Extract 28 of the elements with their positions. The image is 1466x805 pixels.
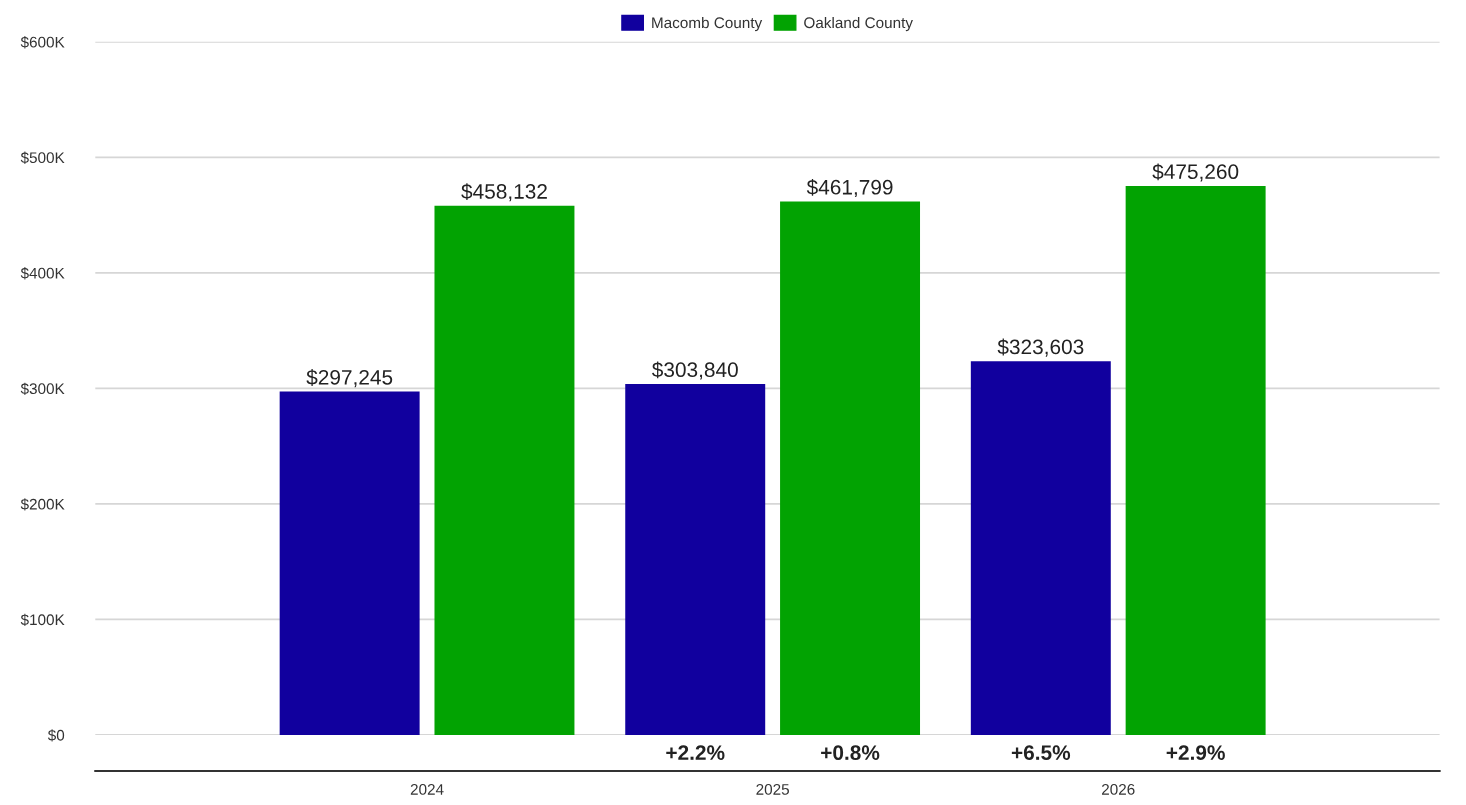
y-tick-label: $200K <box>20 498 65 511</box>
legend-label: Macomb County <box>652 16 763 32</box>
data-label: $303,840 <box>652 361 738 380</box>
y-tick-label: $0 <box>47 729 65 742</box>
bar <box>1125 185 1266 735</box>
bar <box>780 201 921 735</box>
text: +2.9% <box>1166 745 1225 760</box>
y-tick-label: $300K <box>20 382 65 396</box>
text: +0.8% <box>821 745 880 760</box>
x-tick-label: 2024 <box>410 783 444 795</box>
bar <box>279 391 420 735</box>
data-label: $297,245 <box>306 369 393 388</box>
text: +2.2% <box>666 745 725 760</box>
x-tick-label: 2026 <box>1102 783 1135 795</box>
y-tick-label: $400K <box>20 267 65 280</box>
legend-label: Oakland County <box>804 16 913 32</box>
bar <box>625 383 766 735</box>
y-tick-label: $500K <box>20 151 65 164</box>
y-tick-label: $100K <box>20 613 65 627</box>
bar <box>970 361 1111 735</box>
y-tick-label: $600K <box>20 36 65 49</box>
data-label: $475,260 <box>1152 163 1239 182</box>
data-label: $458,132 <box>461 183 547 202</box>
data-label: $323,603 <box>997 338 1084 357</box>
bar <box>434 205 575 735</box>
text: +6.5% <box>1011 745 1071 760</box>
data-label: $461,799 <box>806 178 893 198</box>
x-tick-label: 2025 <box>756 783 789 795</box>
